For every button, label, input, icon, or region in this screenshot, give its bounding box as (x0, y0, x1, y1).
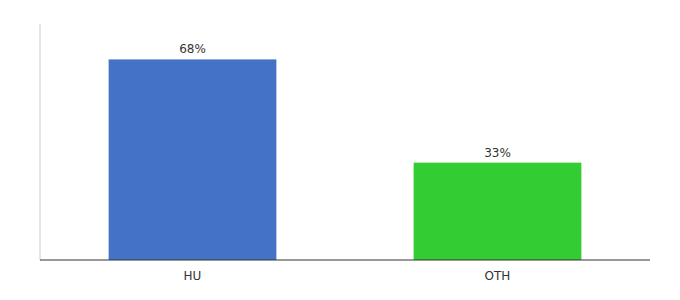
bars (109, 59, 582, 260)
bar (414, 163, 582, 260)
chart-container: 68% 33% HU OTH (0, 0, 680, 300)
x-tick-label: OTH (485, 269, 511, 283)
y-axis-line (40, 24, 41, 260)
chart: 68% 33% HU OTH (0, 0, 680, 300)
bar (109, 59, 277, 260)
x-tick-label: HU (184, 269, 202, 283)
data-label: 68% (179, 42, 206, 56)
data-label: 33% (484, 146, 511, 160)
x-axis-line (40, 260, 650, 261)
